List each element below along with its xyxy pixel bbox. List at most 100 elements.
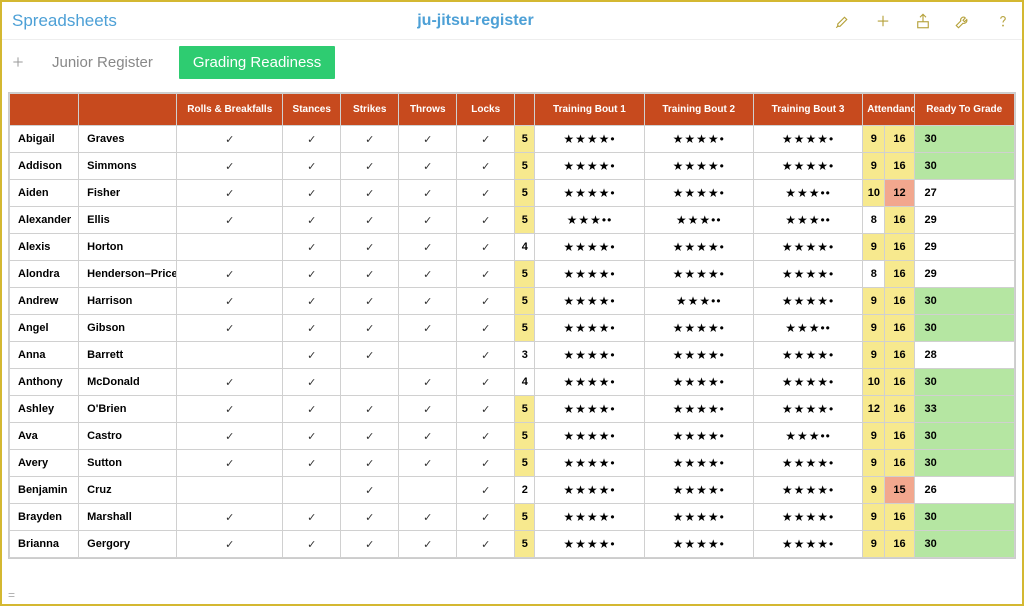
cell-attendance-2[interactable]: 16 [885,450,914,477]
cell-stances[interactable] [283,342,341,369]
cell-attendance-1[interactable]: 10 [863,369,885,396]
cell-rolls[interactable] [177,153,283,180]
cell-first-name[interactable]: Avery [10,450,79,477]
cell-first-name[interactable]: Brayden [10,504,79,531]
table-row[interactable]: AverySutton5★★★★•★★★★•★★★★•91630 [10,450,1015,477]
cell-first-name[interactable]: Angel [10,315,79,342]
cell-attendance-2[interactable]: 16 [885,261,914,288]
cell-bout1[interactable]: ★★★★• [535,504,644,531]
cell-bout2[interactable]: ★★★★• [644,369,753,396]
cell-attendance-1[interactable]: 9 [863,234,885,261]
cell-last-name[interactable]: Barrett [79,342,177,369]
cell-ready-grade[interactable]: 30 [914,423,1015,450]
cell-attendance-2[interactable]: 16 [885,369,914,396]
cell-rolls[interactable] [177,342,283,369]
cell-skill-count[interactable]: 5 [515,531,535,558]
table-row[interactable]: AngelGibson5★★★★•★★★★•★★★••91630 [10,315,1015,342]
tools-icon[interactable] [834,12,852,30]
cell-skill-count[interactable]: 5 [515,396,535,423]
cell-strikes[interactable] [341,288,399,315]
cell-ready-grade[interactable]: 29 [914,207,1015,234]
cell-bout2[interactable]: ★★★★• [644,342,753,369]
cell-attendance-1[interactable]: 9 [863,315,885,342]
cell-rolls[interactable] [177,396,283,423]
spreadsheet-area[interactable]: Rolls & Breakfalls Stances Strikes Throw… [2,84,1022,604]
cell-ready-grade[interactable]: 30 [914,288,1015,315]
cell-throws[interactable] [399,126,457,153]
cell-locks[interactable] [457,504,515,531]
cell-last-name[interactable]: Gibson [79,315,177,342]
cell-locks[interactable] [457,369,515,396]
cell-first-name[interactable]: Andrew [10,288,79,315]
cell-rolls[interactable] [177,531,283,558]
cell-bout1[interactable]: ★★★★• [535,126,644,153]
cell-stances[interactable] [283,261,341,288]
cell-locks[interactable] [457,261,515,288]
cell-attendance-2[interactable]: 16 [885,207,914,234]
cell-locks[interactable] [457,450,515,477]
document-title[interactable]: ju-jitsu-register [117,12,834,30]
cell-bout3[interactable]: ★★★•• [753,423,862,450]
cell-ready-grade[interactable]: 30 [914,126,1015,153]
cell-throws[interactable] [399,477,457,504]
cell-rolls[interactable] [177,288,283,315]
cell-bout2[interactable]: ★★★★• [644,234,753,261]
table-row[interactable]: AndrewHarrison5★★★★•★★★••★★★★•91630 [10,288,1015,315]
cell-strikes[interactable] [341,423,399,450]
cell-first-name[interactable]: Anna [10,342,79,369]
cell-strikes[interactable] [341,180,399,207]
cell-last-name[interactable]: Graves [79,126,177,153]
cell-locks[interactable] [457,531,515,558]
cell-stances[interactable] [283,369,341,396]
cell-last-name[interactable]: Harrison [79,288,177,315]
share-icon[interactable] [914,12,932,30]
cell-last-name[interactable]: McDonald [79,369,177,396]
table-row[interactable]: AbigailGraves5★★★★•★★★★•★★★★•91630 [10,126,1015,153]
cell-first-name[interactable]: Benjamin [10,477,79,504]
cell-last-name[interactable]: Ellis [79,207,177,234]
cell-stances[interactable] [283,207,341,234]
cell-skill-count[interactable]: 5 [515,450,535,477]
cell-attendance-1[interactable]: 9 [863,450,885,477]
cell-bout3[interactable]: ★★★★• [753,369,862,396]
cell-skill-count[interactable]: 5 [515,153,535,180]
cell-attendance-2[interactable]: 16 [885,288,914,315]
cell-skill-count[interactable]: 5 [515,504,535,531]
cell-attendance-2[interactable]: 16 [885,423,914,450]
add-sheet-icon[interactable] [10,54,26,70]
cell-bout1[interactable]: ★★★★• [535,288,644,315]
cell-throws[interactable] [399,342,457,369]
cell-attendance-1[interactable]: 9 [863,477,885,504]
cell-first-name[interactable]: Addison [10,153,79,180]
cell-skill-count[interactable]: 5 [515,180,535,207]
cell-bout1[interactable]: ★★★★• [535,396,644,423]
cell-bout2[interactable]: ★★★★• [644,153,753,180]
cell-rolls[interactable] [177,450,283,477]
cell-locks[interactable] [457,126,515,153]
cell-attendance-1[interactable]: 9 [863,504,885,531]
cell-throws[interactable] [399,261,457,288]
cell-bout3[interactable]: ★★★•• [753,207,862,234]
cell-rolls[interactable] [177,423,283,450]
cell-bout2[interactable]: ★★★★• [644,477,753,504]
cell-attendance-1[interactable]: 9 [863,153,885,180]
cell-attendance-1[interactable]: 8 [863,207,885,234]
cell-throws[interactable] [399,423,457,450]
cell-attendance-1[interactable]: 12 [863,396,885,423]
table-row[interactable]: BriannaGergory5★★★★•★★★★•★★★★•91630 [10,531,1015,558]
cell-stances[interactable] [283,315,341,342]
cell-rolls[interactable] [177,126,283,153]
cell-throws[interactable] [399,207,457,234]
cell-rolls[interactable] [177,207,283,234]
cell-throws[interactable] [399,180,457,207]
cell-stances[interactable] [283,423,341,450]
cell-strikes[interactable] [341,531,399,558]
cell-bout1[interactable]: ★★★★• [535,531,644,558]
cell-ready-grade[interactable]: 30 [914,504,1015,531]
cell-rolls[interactable] [177,234,283,261]
cell-ready-grade[interactable]: 27 [914,180,1015,207]
cell-strikes[interactable] [341,315,399,342]
table-row[interactable]: BraydenMarshall5★★★★•★★★★•★★★★•91630 [10,504,1015,531]
cell-skill-count[interactable]: 5 [515,315,535,342]
cell-bout3[interactable]: ★★★•• [753,315,862,342]
